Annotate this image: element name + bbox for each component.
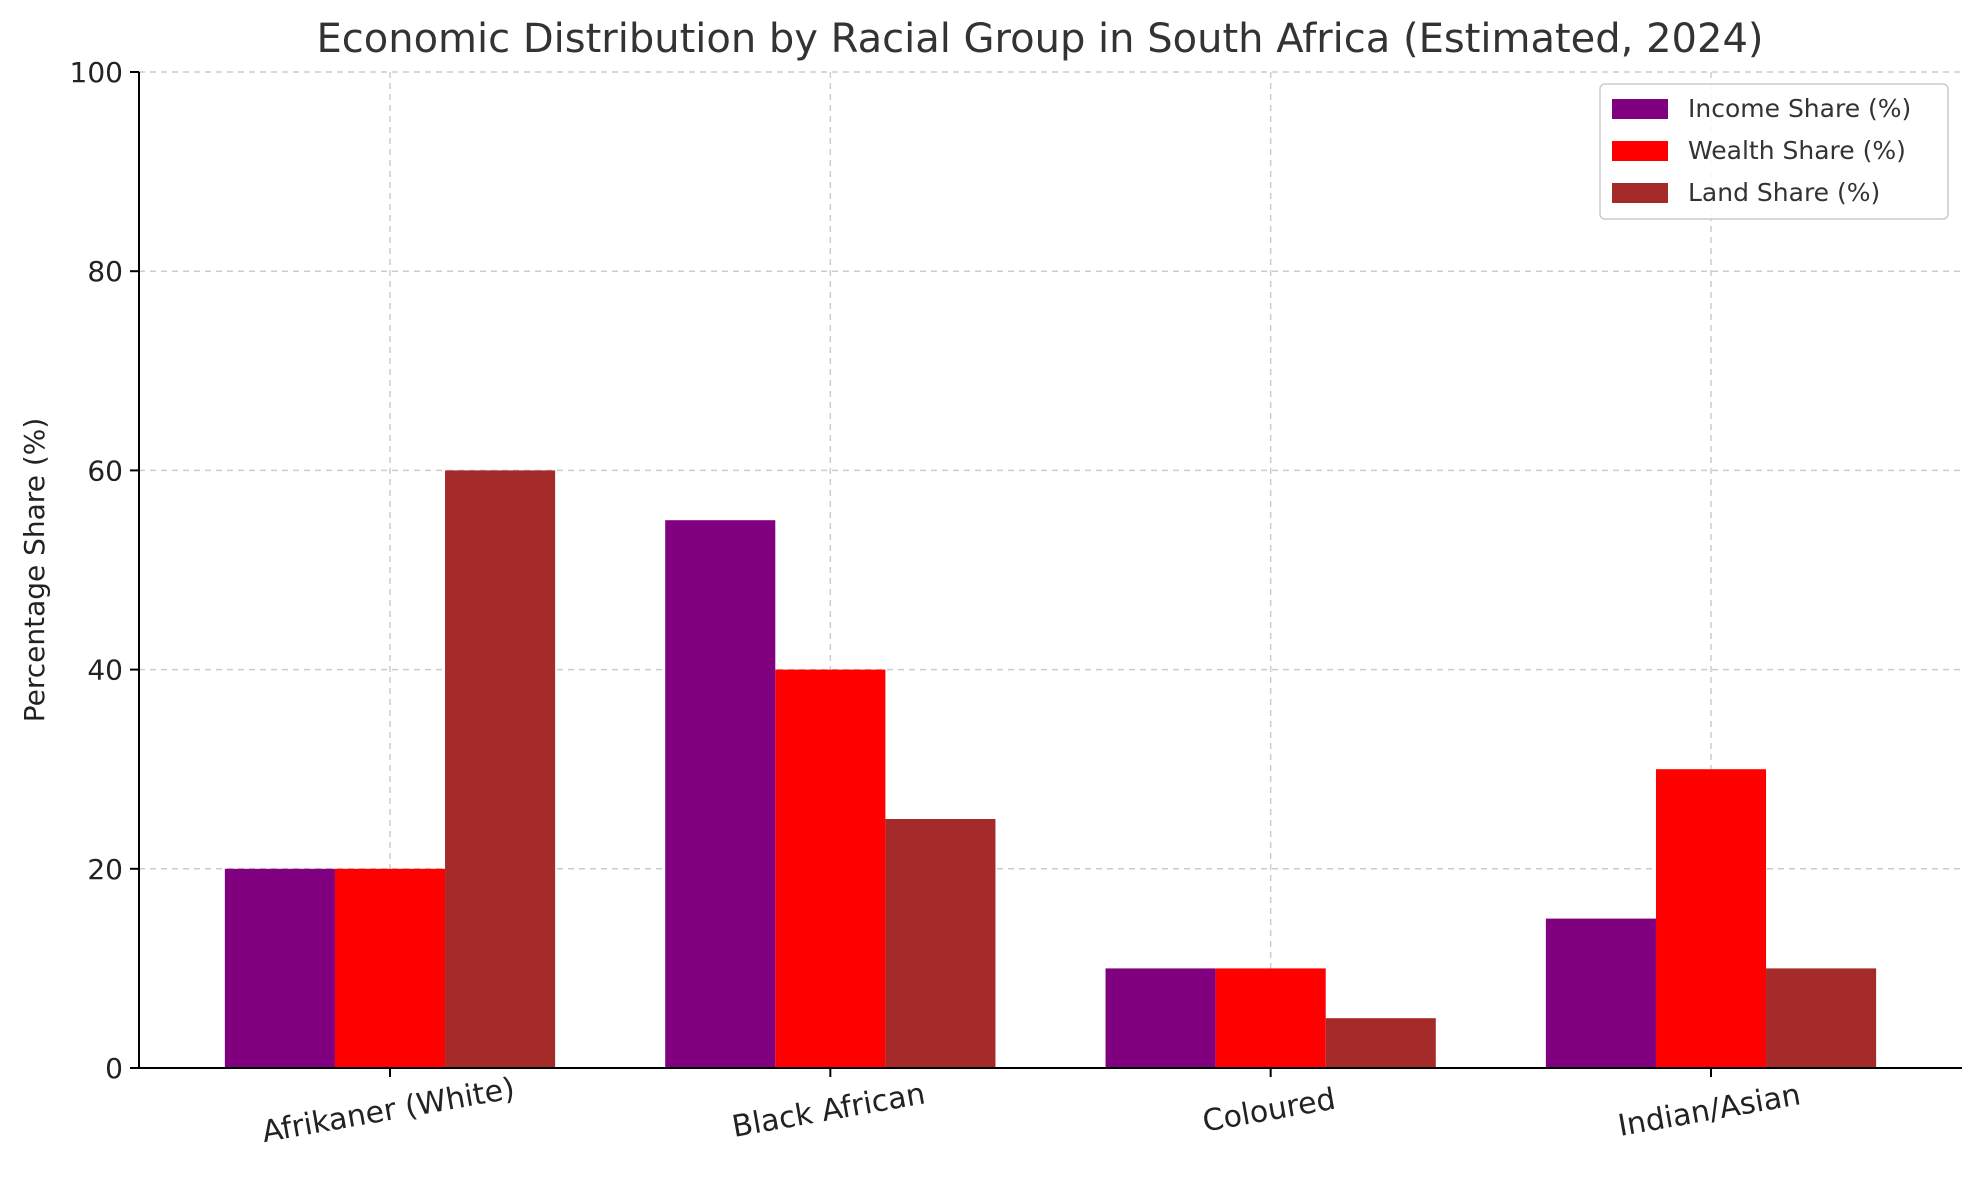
y-tick-label: 0: [105, 1052, 123, 1085]
bar-land-share: [1766, 968, 1877, 1068]
x-tick-label: Coloured: [1200, 1082, 1338, 1140]
bar-income-share: [665, 520, 776, 1068]
bar-wealth-share: [775, 669, 886, 1068]
legend-label: Wealth Share (%): [1688, 136, 1906, 165]
legend-label: Income Share (%): [1688, 94, 1911, 123]
bar-wealth-share: [1215, 968, 1326, 1068]
bar-land-share: [885, 819, 996, 1068]
y-tick-label: 40: [87, 654, 123, 687]
bar-land-share: [445, 470, 556, 1068]
bar-income-share: [1105, 968, 1216, 1068]
bar-land-share: [1325, 1018, 1436, 1068]
y-tick-label: 80: [87, 255, 123, 288]
legend-swatch: [1612, 183, 1668, 203]
legend-label: Land Share (%): [1688, 178, 1880, 207]
x-tick-label: Indian/Asian: [1615, 1077, 1803, 1144]
y-tick-label: 100: [70, 56, 123, 89]
chart-title: Economic Distribution by Racial Group in…: [316, 16, 1763, 62]
bars-layer: [224, 470, 1877, 1068]
x-tick-label: Black African: [729, 1076, 927, 1144]
y-tick-label: 60: [87, 454, 123, 487]
bar-wealth-share: [1655, 769, 1767, 1068]
legend-swatch: [1612, 141, 1668, 161]
x-tick-label: Afrikaner (White): [259, 1071, 517, 1150]
y-axis-label: Percentage Share (%): [18, 418, 51, 723]
legend-swatch: [1612, 99, 1668, 119]
bar-wealth-share: [334, 868, 446, 1068]
y-tick-label: 20: [87, 853, 123, 886]
bar-income-share: [224, 868, 335, 1068]
bar-income-share: [1545, 918, 1656, 1068]
legend-box: [1599, 83, 1949, 220]
legend: Income Share (%) Wealth Share (%) Land Sha…: [1599, 83, 1949, 220]
